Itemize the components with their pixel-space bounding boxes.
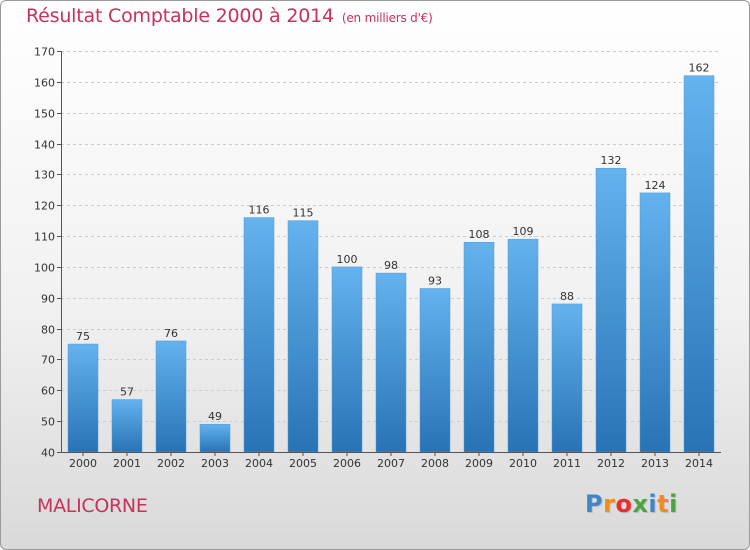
chart-title: Résultat Comptable 2000 à 2014 (en millie… — [26, 5, 433, 27]
logo-letter: o — [615, 490, 633, 518]
bar-2009 — [463, 241, 495, 453]
y-tick-label: 150 — [34, 108, 55, 121]
data-label-2014: 162 — [689, 62, 710, 75]
logo-letter: x — [632, 490, 649, 518]
x-tick-label-2002: 2002 — [157, 457, 185, 470]
bar-2000 — [67, 343, 99, 453]
x-tick-label-2013: 2013 — [641, 457, 669, 470]
data-label-2003: 49 — [208, 410, 222, 423]
data-label-2011: 88 — [560, 290, 574, 303]
bar-2013 — [639, 192, 671, 453]
x-tick-label-2010: 2010 — [509, 457, 537, 470]
y-tick-label: 40 — [41, 447, 55, 460]
x-tick-label-2007: 2007 — [377, 457, 405, 470]
data-label-2009: 108 — [469, 228, 490, 241]
logo-letter: i — [669, 490, 678, 518]
x-tick-label-2008: 2008 — [421, 457, 449, 470]
x-tick-label-2004: 2004 — [245, 457, 273, 470]
x-tick-label-2005: 2005 — [289, 457, 317, 470]
bar-2006 — [331, 266, 363, 453]
logo-letter: t — [657, 490, 670, 518]
y-tick-label: 120 — [34, 200, 55, 213]
y-tick-label: 80 — [41, 324, 55, 337]
y-tick-label: 130 — [34, 169, 55, 182]
data-label-2012: 132 — [601, 154, 622, 167]
bar-2003 — [199, 423, 231, 453]
logo-letter: r — [603, 490, 616, 518]
data-label-2007: 98 — [384, 259, 398, 272]
y-tick-label: 170 — [34, 46, 55, 59]
data-label-2010: 109 — [513, 225, 534, 238]
bar-2012 — [595, 167, 627, 453]
chart-title-text: Résultat Comptable 2000 à 2014 — [26, 5, 334, 27]
bar-2011 — [551, 303, 583, 453]
y-tick-label: 60 — [41, 385, 55, 398]
y-tick-label: 50 — [41, 416, 55, 429]
bar-2004 — [243, 217, 275, 453]
data-label-2001: 57 — [120, 386, 134, 399]
y-tick-label: 110 — [34, 231, 55, 244]
bar-2010 — [507, 238, 539, 453]
data-label-2000: 75 — [76, 330, 90, 343]
x-tick-label-2012: 2012 — [597, 457, 625, 470]
data-label-2005: 115 — [293, 207, 314, 220]
bar-2005 — [287, 220, 319, 453]
x-tick-label-2000: 2000 — [69, 457, 97, 470]
bar-2014 — [683, 75, 715, 453]
x-tick-label-2006: 2006 — [333, 457, 361, 470]
y-tick-label: 100 — [34, 262, 55, 275]
y-tick-label: 140 — [34, 139, 55, 152]
x-tick-label-2011: 2011 — [553, 457, 581, 470]
bar-2007 — [375, 272, 407, 453]
bar-2008 — [419, 288, 451, 453]
data-label-2002: 76 — [164, 327, 178, 340]
proxiti-logo: Proxiti — [585, 490, 678, 518]
x-tick-label-2009: 2009 — [465, 457, 493, 470]
x-tick-label-2014: 2014 — [685, 457, 713, 470]
y-tick-label: 90 — [41, 293, 55, 306]
data-label-2013: 124 — [645, 179, 666, 192]
bar-2001 — [111, 399, 143, 453]
data-label-2006: 100 — [337, 253, 358, 266]
x-tick-label-2001: 2001 — [113, 457, 141, 470]
chart-subtitle: (en milliers d'€) — [341, 11, 433, 25]
y-tick-label: 70 — [41, 354, 55, 367]
commune-name: MALICORNE — [37, 495, 148, 517]
x-tick-label-2003: 2003 — [201, 457, 229, 470]
logo-letter: P — [585, 490, 604, 518]
y-tick-label: 160 — [34, 77, 55, 90]
bar-2002 — [155, 340, 187, 453]
data-label-2004: 116 — [249, 204, 270, 217]
data-label-2008: 93 — [428, 275, 442, 288]
logo-letter: i — [648, 490, 658, 518]
